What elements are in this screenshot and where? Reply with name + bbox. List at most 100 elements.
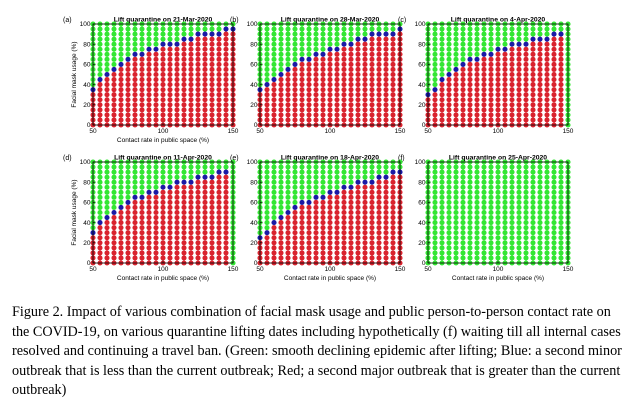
data-point — [174, 107, 180, 113]
data-point — [111, 164, 117, 170]
data-point — [348, 112, 354, 118]
data-point — [530, 225, 536, 231]
data-point — [278, 255, 284, 261]
data-point — [195, 169, 201, 175]
data-point — [481, 174, 487, 180]
data-point — [467, 215, 473, 221]
data-point — [320, 209, 326, 216]
data-point — [453, 230, 459, 236]
data-point — [174, 31, 180, 37]
data-point — [285, 26, 291, 32]
data-point — [153, 240, 159, 246]
data-point — [174, 215, 180, 221]
data-point — [369, 36, 375, 42]
data-point — [544, 204, 550, 210]
data-point — [488, 215, 494, 221]
data-point — [97, 240, 103, 246]
data-point — [306, 225, 312, 231]
data-point — [327, 230, 333, 236]
data-point — [125, 245, 131, 251]
data-point — [111, 61, 117, 67]
data-point — [467, 97, 473, 103]
data-point — [292, 230, 298, 236]
data-point — [362, 77, 368, 83]
data-point — [146, 189, 152, 195]
data-point — [334, 36, 340, 42]
data-point — [195, 41, 201, 47]
data-point — [104, 220, 110, 226]
data-point — [202, 230, 208, 236]
data-point — [376, 250, 382, 256]
data-point — [530, 174, 536, 180]
data-point — [530, 77, 536, 83]
data-point — [439, 215, 445, 221]
data-point — [209, 199, 215, 205]
data-point — [153, 51, 159, 57]
data-point — [285, 204, 291, 210]
data-point — [474, 194, 480, 200]
data-point — [355, 194, 361, 200]
data-point — [467, 179, 473, 185]
data-point — [530, 87, 536, 93]
data-point — [488, 169, 494, 175]
data-point — [544, 82, 550, 88]
data-point — [334, 164, 340, 170]
data-point — [355, 92, 361, 98]
data-point — [299, 164, 305, 170]
data-point — [502, 250, 508, 256]
data-point — [264, 189, 270, 195]
data-point — [362, 245, 368, 251]
data-point — [181, 26, 187, 32]
data-point — [523, 225, 529, 231]
data-point — [334, 112, 340, 118]
data-point — [181, 107, 187, 113]
data-point — [306, 66, 312, 72]
data-point — [271, 107, 277, 113]
data-point — [118, 66, 124, 72]
data-point — [474, 250, 480, 256]
data-point — [264, 199, 270, 205]
data-point — [446, 179, 452, 185]
data-point — [439, 204, 445, 210]
data-point — [341, 97, 347, 103]
data-point — [460, 71, 466, 78]
data-point — [327, 169, 333, 175]
data-point — [278, 179, 284, 185]
data-point — [369, 112, 375, 118]
data-point — [264, 250, 270, 256]
data-point — [467, 77, 473, 83]
data-point — [313, 36, 319, 42]
data-point — [453, 225, 459, 231]
data-point — [376, 77, 382, 83]
data-point — [104, 31, 110, 37]
data-point — [530, 97, 536, 103]
data-point — [216, 112, 222, 118]
data-point — [146, 46, 152, 52]
data-point — [376, 56, 382, 62]
data-point — [509, 194, 515, 200]
data-point — [146, 82, 152, 88]
data-point — [264, 220, 270, 226]
data-point — [111, 56, 117, 62]
data-point — [146, 174, 152, 180]
data-point — [376, 66, 382, 72]
data-point — [544, 77, 550, 83]
data-point — [516, 174, 522, 180]
data-point — [488, 245, 494, 251]
data-point — [453, 164, 459, 170]
data-point — [481, 179, 487, 185]
data-point — [460, 204, 466, 210]
data-point — [551, 71, 557, 78]
data-point — [502, 174, 508, 180]
data-point — [348, 46, 354, 52]
data-point — [292, 51, 298, 57]
data-point — [530, 250, 536, 256]
data-point — [446, 230, 452, 236]
data-point — [181, 199, 187, 205]
data-point — [523, 204, 529, 210]
data-point — [369, 41, 375, 47]
data-point — [146, 102, 152, 108]
data-point — [278, 235, 284, 241]
